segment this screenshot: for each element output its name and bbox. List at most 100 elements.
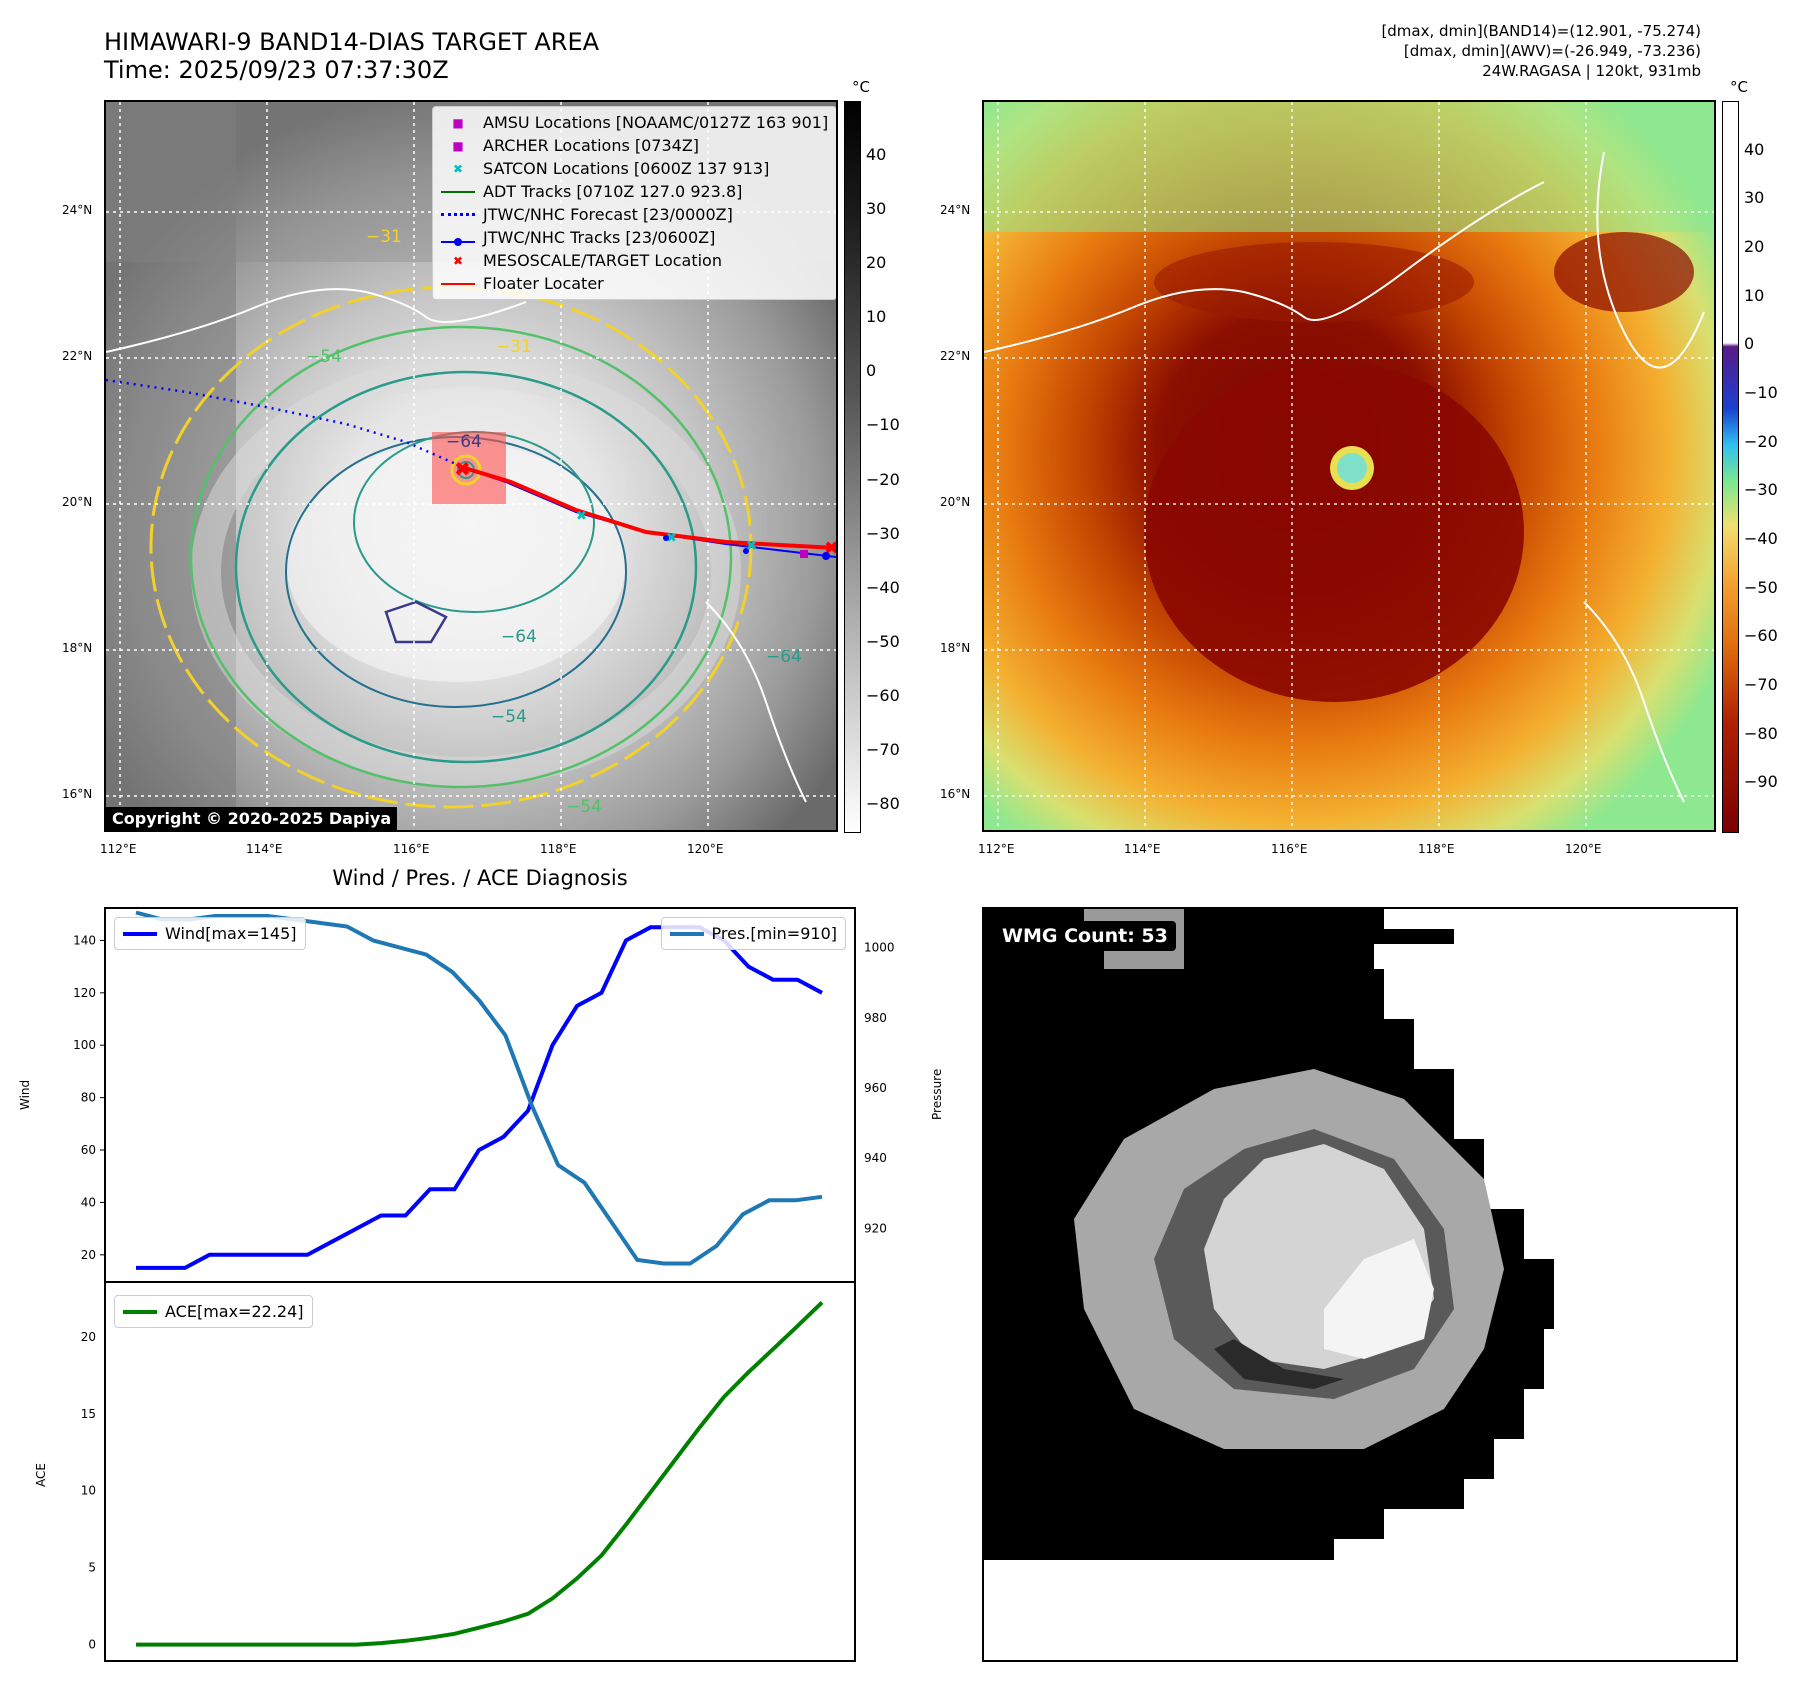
pressure-ylabel: Pressure xyxy=(930,1068,944,1120)
colorbar-tick: −80 xyxy=(866,793,900,813)
contour-label: −64 xyxy=(446,432,482,452)
lat-label: 22°N xyxy=(62,349,93,363)
wind-tick-label: 120 xyxy=(73,986,96,1000)
legend-label: ADT Tracks [0710Z 127.0 923.8] xyxy=(483,182,743,201)
lon-label: 112°E xyxy=(978,842,1015,856)
awv-map-image xyxy=(984,102,1714,830)
legend-label: JTWC/NHC Tracks [23/0600Z] xyxy=(483,228,716,247)
colorbar-tick: 0 xyxy=(1744,334,1755,354)
diag-title: Wind / Pres. / ACE Diagnosis xyxy=(332,866,628,890)
colorbar-tick: −60 xyxy=(866,685,900,705)
ace-line xyxy=(136,1300,824,1647)
ace-legend-label: ACE[max=22.24] xyxy=(165,1302,304,1321)
colorbar-tick: −90 xyxy=(1744,772,1778,792)
colorbar-tick: −30 xyxy=(1744,480,1778,500)
ace-chart: 0 5 10 15 20 xyxy=(81,1300,824,1652)
contour-label: −54 xyxy=(566,797,602,817)
contour-label: −64 xyxy=(501,627,537,647)
colorbar-tick: −70 xyxy=(866,739,900,759)
wmg-image xyxy=(984,909,1554,1560)
wind-ylabel: Wind xyxy=(18,1079,32,1110)
wind-tick-label: 100 xyxy=(73,1038,96,1052)
lat-label: 24°N xyxy=(62,203,93,217)
wind-tick-label: 20 xyxy=(81,1248,96,1262)
legend-item: Floater Locater xyxy=(441,272,828,295)
colorbar-tick: 40 xyxy=(1744,139,1765,159)
colorbar-tick: −80 xyxy=(1744,723,1778,743)
colorbar-unit: °C xyxy=(852,78,870,96)
legend-swatch: ✖ xyxy=(452,161,464,176)
pressure-tick-label: 1000 xyxy=(864,941,895,955)
legend-label: AMSU Locations [NOAAMC/0127Z 163 901] xyxy=(483,113,829,132)
time-title: Time: 2025/09/23 07:37:30Z xyxy=(104,56,449,84)
colorbar-tick: −10 xyxy=(866,415,900,435)
legend-swatch: ✖ xyxy=(452,253,464,268)
colorbar-tick: 30 xyxy=(1744,188,1765,208)
legend-swatch: ■ xyxy=(452,115,464,130)
colorbar-tick: −40 xyxy=(866,577,900,597)
colorbar-tick: 30 xyxy=(866,199,887,219)
wind-line xyxy=(136,925,823,1270)
ace-tick-label: 20 xyxy=(81,1330,96,1344)
pressure-legend: Pres.[min=910] xyxy=(660,917,846,950)
wind-swatch xyxy=(123,931,157,936)
wind-tick-label: 140 xyxy=(73,933,96,947)
pressure-legend-label: Pres.[min=910] xyxy=(711,924,837,943)
wind-pres-panel: 20 40 60 80 100 120 140 920 940 960 980 1000 Wind[m… xyxy=(73,907,895,1283)
legend-item: ✖ MESOSCALE/TARGET Location xyxy=(441,249,828,272)
wind-legend-label: Wind[max=145] xyxy=(165,924,297,943)
colorbar-tick: −20 xyxy=(866,469,900,489)
svg-text:✖: ✖ xyxy=(746,539,757,554)
lat-label: 20°N xyxy=(940,495,971,509)
legend-item: JTWC/NHC Forecast [23/0000Z] xyxy=(441,203,828,226)
contour-label: −31 xyxy=(496,337,532,357)
wind-pres-chart: 20 40 60 80 100 120 140 920 940 960 980 1000 xyxy=(73,910,895,1270)
pressure-line xyxy=(135,910,823,1266)
storm-info: 24W.RAGASA | 120kt, 931mb xyxy=(1482,62,1701,80)
legend-label: ARCHER Locations [0734Z] xyxy=(483,136,700,155)
wmg-panel: WMG Count: 53 xyxy=(982,907,1738,1662)
colorbar-tick: −50 xyxy=(866,631,900,651)
lon-label: 118°E xyxy=(540,842,577,856)
ace-ylabel: ACE xyxy=(34,1463,48,1487)
svg-text:✖: ✖ xyxy=(666,531,677,546)
ace-legend: ACE[max=22.24] xyxy=(114,1295,313,1328)
ir-colorbar xyxy=(844,101,861,833)
awv-range: [dmax, dmin](AWV)=(-26.949, -73.236) xyxy=(1403,42,1701,60)
pressure-tick-label: 940 xyxy=(864,1151,887,1165)
lon-label: 116°E xyxy=(393,842,430,856)
ace-tick-label: 15 xyxy=(81,1407,96,1421)
lon-label: 114°E xyxy=(246,842,283,856)
colorbar-tick: −60 xyxy=(1744,626,1778,646)
band14-range: [dmax, dmin](BAND14)=(12.901, -75.274) xyxy=(1381,22,1701,40)
awv-map-panel xyxy=(982,100,1716,832)
wind-legend: Wind[max=145] xyxy=(114,917,306,950)
pressure-tick-label: 960 xyxy=(864,1081,887,1095)
lat-label: 20°N xyxy=(62,495,93,509)
colorbar-tick: −20 xyxy=(1744,431,1778,451)
wind-tick-label: 80 xyxy=(81,1091,96,1105)
colorbar-tick: 10 xyxy=(1744,285,1765,305)
legend-swatch xyxy=(441,228,475,247)
colorbar-tick: 0 xyxy=(866,361,877,381)
colorbar-tick: 40 xyxy=(866,145,887,165)
lat-label: 18°N xyxy=(940,641,971,655)
pressure-tick-label: 980 xyxy=(864,1011,887,1025)
ir-map-panel: ✖✖✖ ✖ ✖ −64 −64 −54 −54 −31 −31 −54 −64 … xyxy=(104,100,838,832)
lat-label: 22°N xyxy=(940,349,971,363)
legend-swatch xyxy=(441,190,475,193)
lon-label: 120°E xyxy=(1565,842,1602,856)
legend-label: Floater Locater xyxy=(483,274,604,293)
colorbar-tick: −10 xyxy=(1744,383,1778,402)
legend-swatch: ■ xyxy=(452,138,464,153)
ace-tick-label: 5 xyxy=(88,1561,96,1575)
svg-text:✖: ✖ xyxy=(454,457,471,481)
copyright-badge: Copyright © 2020-2025 Dapiya xyxy=(106,807,398,830)
lon-label: 116°E xyxy=(1271,842,1308,856)
ace-swatch xyxy=(123,1309,157,1314)
legend-item: JTWC/NHC Tracks [23/0600Z] xyxy=(441,226,828,249)
map-legend: ■ AMSU Locations [NOAAMC/0127Z 163 901] ■ A… xyxy=(432,106,836,300)
wind-tick-label: 60 xyxy=(81,1143,96,1157)
wind-tick-label: 40 xyxy=(81,1195,96,1209)
lat-label: 24°N xyxy=(940,203,971,217)
